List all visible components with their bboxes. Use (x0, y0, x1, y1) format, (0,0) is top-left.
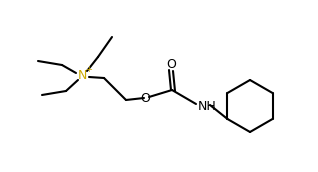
Text: +: + (86, 64, 93, 73)
Text: O: O (166, 57, 176, 71)
Text: NH: NH (198, 100, 217, 114)
Text: O: O (140, 93, 150, 105)
Text: N: N (77, 68, 87, 82)
